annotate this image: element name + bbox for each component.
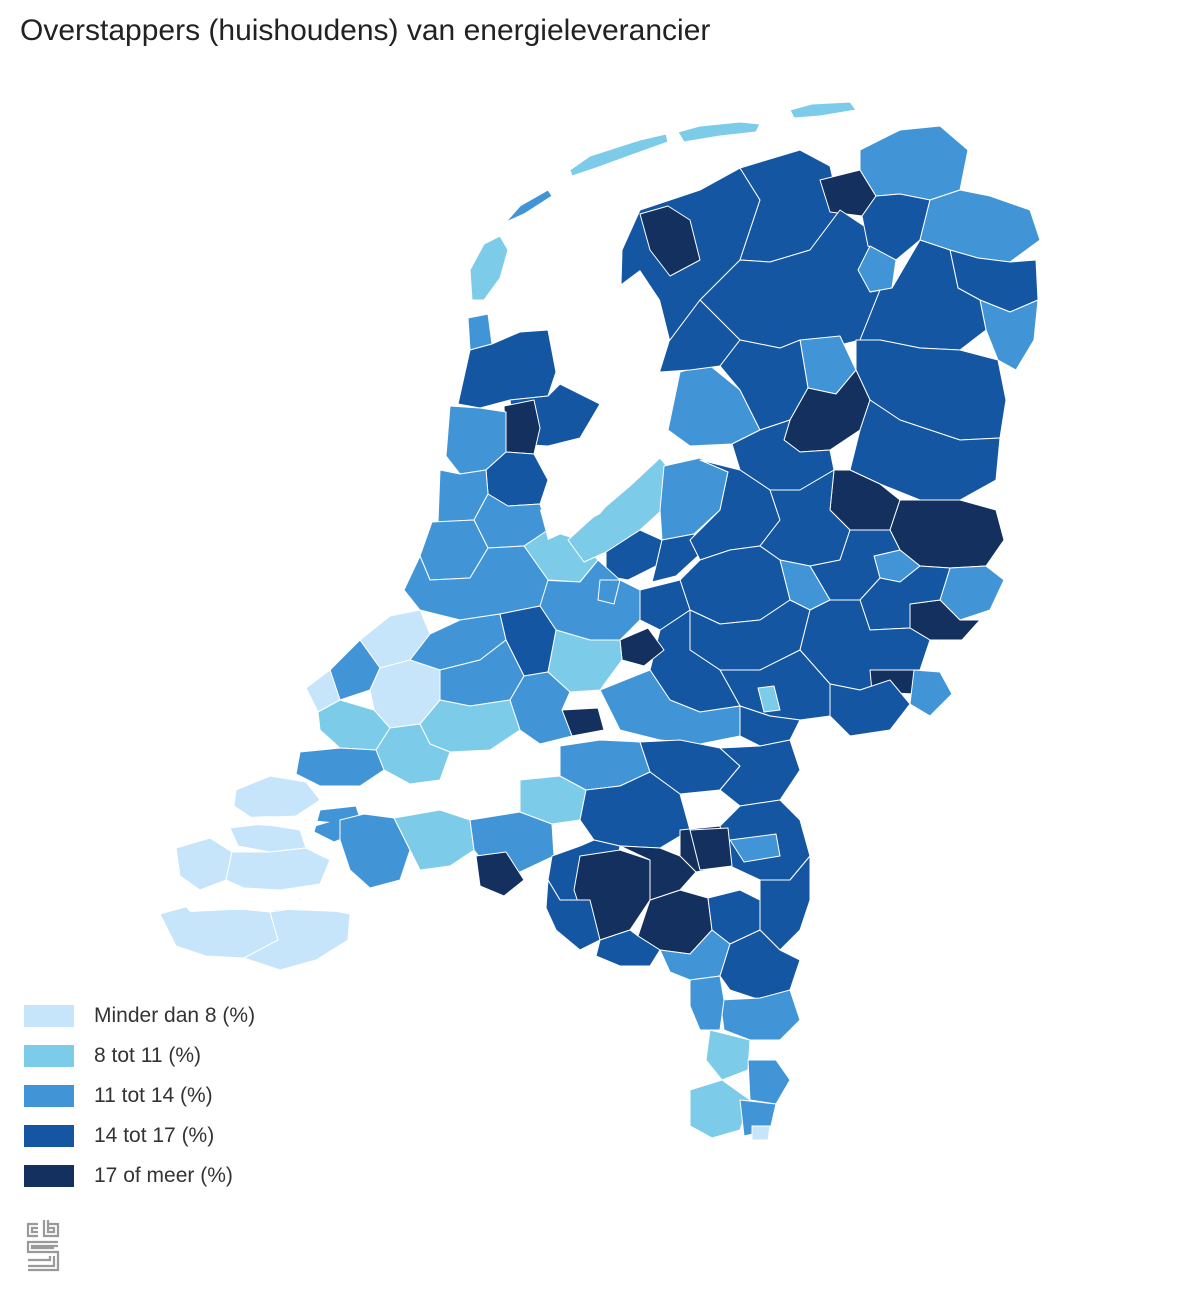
legend-label: 14 tot 17 (%) bbox=[94, 1124, 215, 1147]
markermeer-water bbox=[540, 470, 620, 540]
legend-swatch bbox=[24, 1165, 74, 1187]
legend-item: 11 tot 14 (%) bbox=[24, 1076, 255, 1116]
region-maastricht[interactable] bbox=[689, 1079, 751, 1139]
region-veldhoven[interactable] bbox=[595, 929, 661, 967]
region-alblasserwaard[interactable] bbox=[509, 671, 573, 745]
region-ameland[interactable] bbox=[677, 121, 761, 143]
region-texel[interactable] bbox=[469, 235, 509, 301]
legend-swatch bbox=[24, 1085, 74, 1107]
region-best[interactable] bbox=[619, 845, 697, 901]
region-dordrecht[interactable] bbox=[419, 699, 521, 753]
region-walcheren[interactable] bbox=[175, 837, 233, 891]
region-betuwe[interactable] bbox=[599, 669, 741, 745]
legend-swatch bbox=[24, 1125, 74, 1147]
oosterschelde-water bbox=[230, 816, 330, 828]
legend-item: Minder dan 8 (%) bbox=[24, 996, 255, 1036]
region-hoorn[interactable] bbox=[503, 399, 541, 455]
water-bodies bbox=[180, 270, 670, 912]
region-dronten[interactable] bbox=[659, 457, 729, 541]
legend-label: 8 tot 11 (%) bbox=[94, 1044, 201, 1067]
region-cuijk[interactable] bbox=[729, 833, 781, 863]
region-zevenaar[interactable] bbox=[757, 685, 781, 713]
legend-swatch bbox=[24, 1005, 74, 1027]
region-bergen-op-zoom[interactable] bbox=[339, 813, 411, 889]
legend-swatch bbox=[24, 1045, 74, 1067]
region-mill[interactable] bbox=[689, 827, 733, 871]
legend-item: 8 tot 11 (%) bbox=[24, 1036, 255, 1076]
legend-label: 11 tot 14 (%) bbox=[94, 1084, 213, 1107]
region-leiden[interactable] bbox=[403, 545, 549, 621]
region-doetinchem[interactable] bbox=[829, 679, 911, 737]
legend-label: Minder dan 8 (%) bbox=[94, 1004, 256, 1027]
map-legend: Minder dan 8 (%) 8 tot 11 (%) 11 tot 14 … bbox=[24, 996, 255, 1196]
region-westerwolde[interactable] bbox=[979, 299, 1039, 371]
region-schiermonnikoog[interactable] bbox=[789, 101, 857, 119]
ijsselmeer-water bbox=[548, 270, 670, 520]
region-zuid-beveland[interactable] bbox=[225, 847, 331, 891]
map-title: Overstappers (huishoudens) van energiele… bbox=[20, 14, 711, 47]
region-valkenburg[interactable] bbox=[739, 1099, 777, 1137]
region-harlingen[interactable] bbox=[639, 205, 701, 277]
region-terschelling[interactable] bbox=[569, 133, 669, 177]
region-schouwen[interactable] bbox=[233, 775, 321, 819]
map-regions bbox=[159, 101, 1041, 1000]
region-roosendaal[interactable] bbox=[393, 809, 475, 871]
region-oost-gelre[interactable] bbox=[909, 669, 953, 717]
region-bladel[interactable] bbox=[545, 879, 601, 951]
region-sittard[interactable] bbox=[705, 1029, 751, 1081]
netherlands-choropleth-map bbox=[159, 101, 1041, 1000]
legend-item: 14 tot 17 (%) bbox=[24, 1116, 255, 1156]
westerschelde-water bbox=[180, 896, 360, 912]
legend-item: 17 of meer (%) bbox=[24, 1156, 255, 1196]
region-alphen-chaam[interactable] bbox=[475, 851, 525, 897]
region-vaals[interactable] bbox=[751, 1125, 771, 1141]
region-heerlen[interactable] bbox=[747, 1059, 791, 1105]
region-vlieland[interactable] bbox=[505, 189, 553, 223]
region-groningen-north[interactable] bbox=[859, 125, 969, 201]
region-deurne[interactable] bbox=[759, 855, 811, 951]
cbs-logo-icon bbox=[26, 1220, 60, 1272]
legend-label: 17 of meer (%) bbox=[94, 1164, 233, 1187]
region-de-bilt[interactable] bbox=[597, 579, 621, 605]
region-eemsmond[interactable] bbox=[861, 193, 931, 261]
region-noord-beveland[interactable] bbox=[229, 823, 307, 853]
region-noord-holland-noord[interactable] bbox=[457, 329, 557, 409]
region-goeree[interactable] bbox=[295, 747, 385, 787]
